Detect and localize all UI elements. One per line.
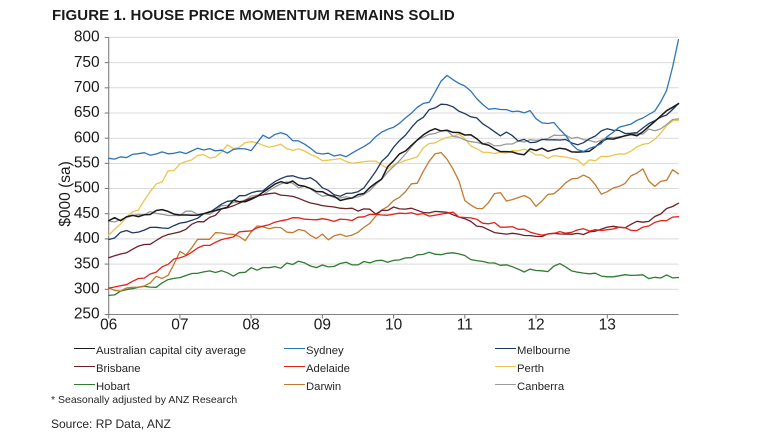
svg-text:11: 11 [457, 317, 473, 334]
svg-text:07: 07 [171, 317, 188, 334]
svg-text:08: 08 [242, 317, 259, 334]
svg-text:550: 550 [74, 155, 100, 172]
svg-text:800: 800 [74, 29, 100, 46]
svg-text:12: 12 [527, 317, 544, 334]
svg-text:700: 700 [74, 79, 100, 96]
svg-text:400: 400 [74, 230, 100, 247]
svg-text:13: 13 [599, 317, 616, 334]
svg-text:09: 09 [314, 317, 331, 334]
svg-text:$000 (sa): $000 (sa) [57, 161, 74, 226]
svg-text:600: 600 [74, 129, 100, 146]
svg-text:450: 450 [74, 205, 100, 222]
svg-text:250: 250 [74, 306, 100, 323]
svg-text:500: 500 [74, 180, 100, 197]
svg-text:650: 650 [74, 104, 100, 121]
svg-text:300: 300 [74, 281, 100, 298]
svg-text:350: 350 [74, 255, 100, 272]
svg-text:06: 06 [100, 317, 117, 334]
svg-text:750: 750 [74, 54, 100, 71]
svg-text:10: 10 [385, 317, 403, 334]
